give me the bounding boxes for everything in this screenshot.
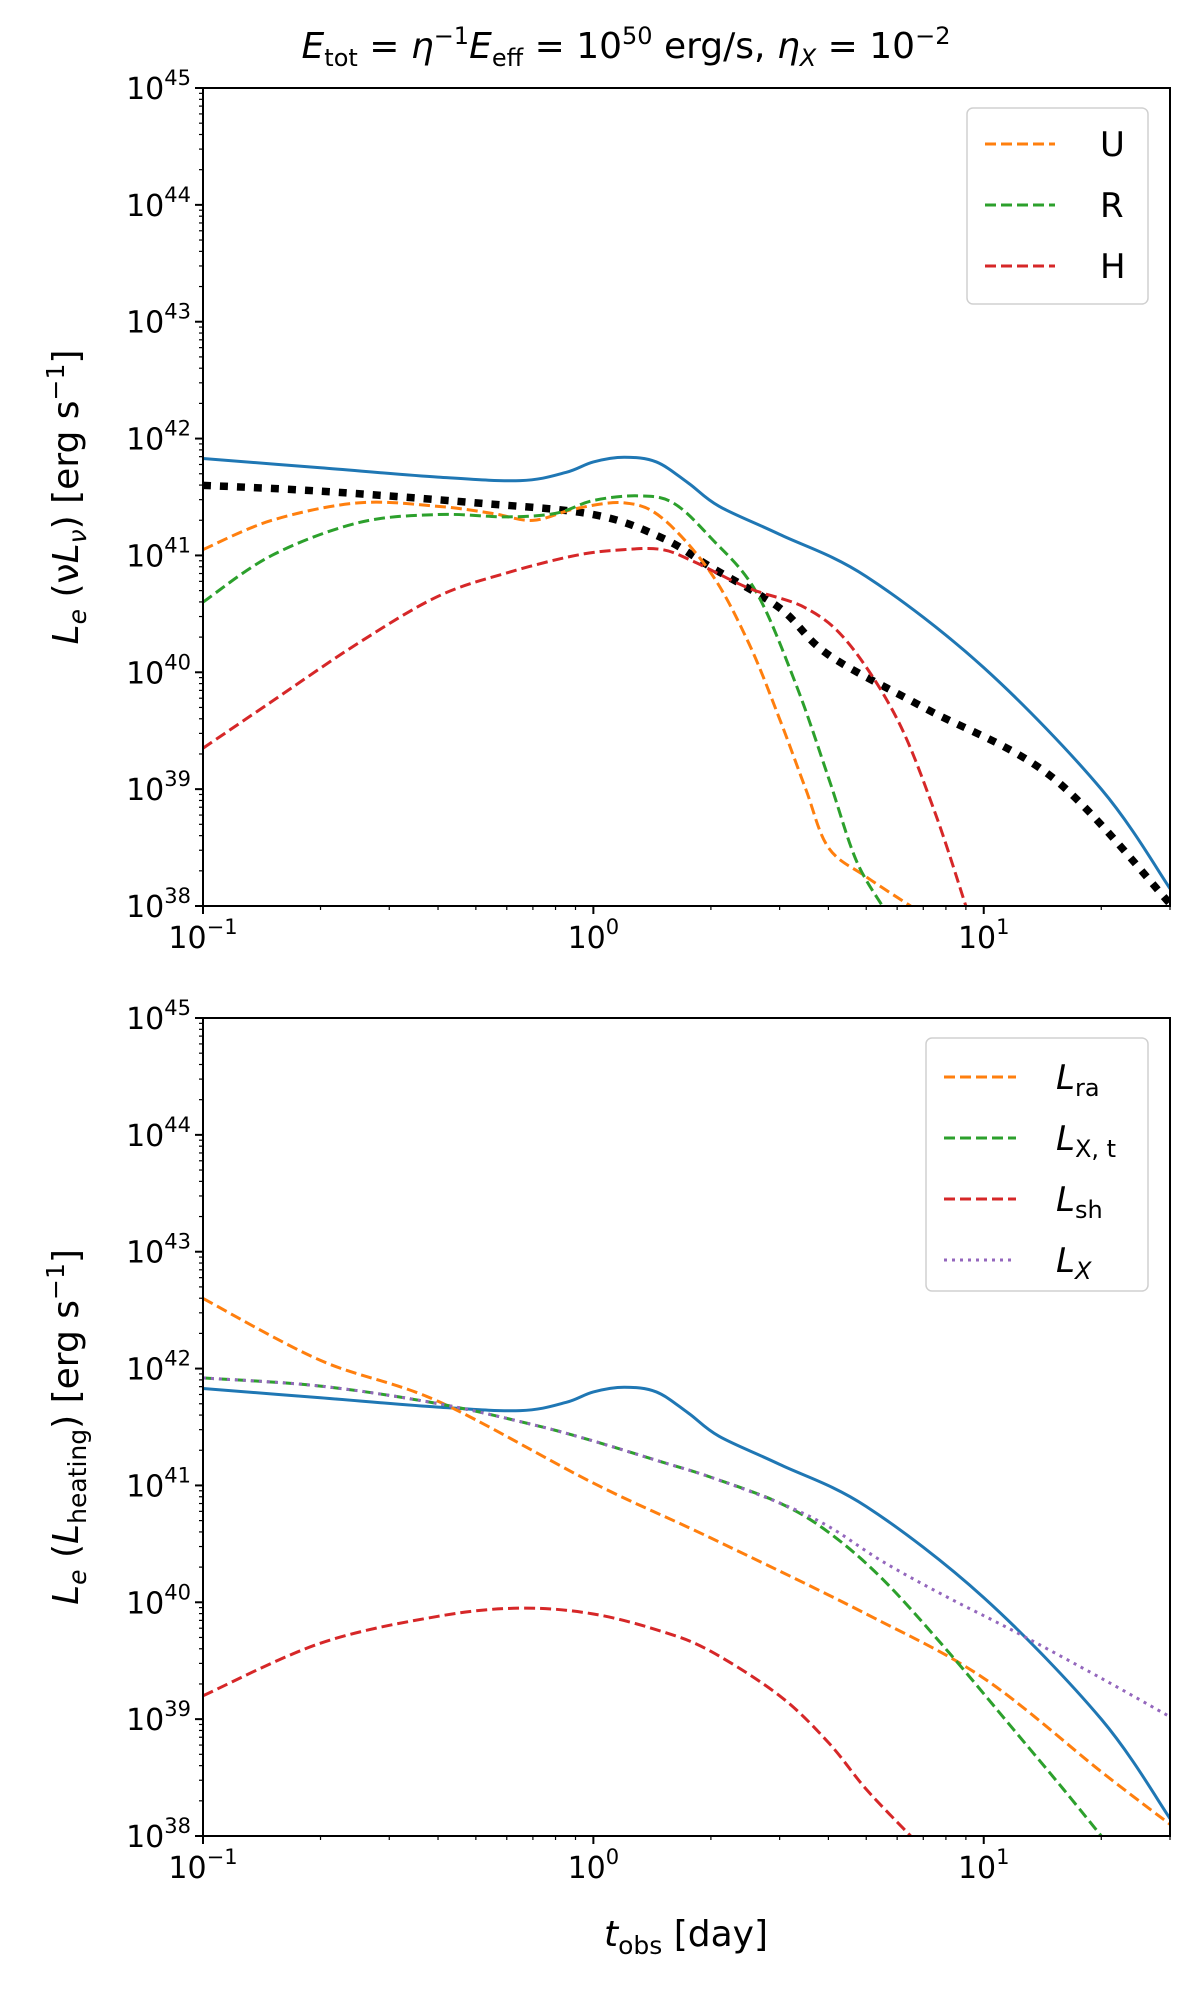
top-plot-frame <box>202 87 1171 907</box>
legend-label-U: U <box>1100 125 1125 165</box>
y-tick-label: 1040 <box>126 650 191 691</box>
legend-label-L-ra: Lra <box>1056 1058 1100 1102</box>
bottom-panel: 1038 1039 1040 1041 1042 1043 1044 1045 10−1 100 1… <box>41 996 1171 1960</box>
legend-label-L-sh: Lsh <box>1056 1180 1103 1224</box>
chart-title: Etot = η−1Eeff = 1050 erg/s, ηX = 10−2 <box>302 22 951 72</box>
series-line-l-x-panel-1 <box>203 1376 1170 1719</box>
y-tick-label: 1043 <box>126 1230 191 1271</box>
x-tick-label: 101 <box>958 1845 1010 1886</box>
top-panel: 1038 1039 1040 1041 1042 1043 1044 1045 10−1 100 1… <box>41 66 1171 956</box>
y-tick-label: 1042 <box>126 417 191 458</box>
series-line-l-sh-panel-1 <box>203 1606 912 1836</box>
series-line-total-panel-0 <box>203 455 1170 890</box>
y-tick-label: 1039 <box>126 767 191 808</box>
y-tick-label: 1043 <box>126 300 191 341</box>
y-tick-label: 1041 <box>126 1463 191 1504</box>
series-line-black-panel-0 <box>203 481 1170 906</box>
y-tick-label: 1045 <box>126 66 191 107</box>
series-line-u-panel-0 <box>203 500 912 906</box>
legend-label-H: H <box>1100 247 1126 287</box>
x-tick-label: 100 <box>568 1845 620 1886</box>
bottom-y-axis-label: Le (Lheating) [erg s−1] <box>41 1249 92 1605</box>
y-tick-label: 1045 <box>126 996 191 1037</box>
y-tick-label: 1039 <box>126 1697 191 1738</box>
bottom-plot-frame <box>202 1017 1171 1837</box>
y-tick-label: 1038 <box>126 1814 191 1855</box>
top-legend: U R H <box>966 107 1149 305</box>
y-tick-label: 1044 <box>126 1113 191 1154</box>
series-line-l-x-t-panel-1 <box>203 1376 1103 1836</box>
bottom-legend: Lra LX, t Lsh LX <box>925 1037 1149 1292</box>
top-legend-box <box>966 107 1149 305</box>
x-axis-label: tobs [day] <box>604 1914 768 1960</box>
y-tick-label: 1038 <box>126 884 191 925</box>
series-line-r-panel-0 <box>203 494 884 906</box>
legend-label-R: R <box>1100 186 1124 226</box>
x-tick-label: 10−1 <box>168 1845 237 1886</box>
top-y-axis-label: Le (νLν) [erg s−1] <box>41 350 92 645</box>
x-tick-label: 10−1 <box>168 915 237 956</box>
y-tick-label: 1042 <box>126 1347 191 1388</box>
legend-label-L-X: LX <box>1056 1241 1092 1285</box>
bottom-legend-box <box>925 1037 1149 1292</box>
series-line-h-panel-0 <box>203 546 968 906</box>
series-line-l-ra-panel-1 <box>203 1297 1170 1826</box>
x-tick-label: 100 <box>568 915 620 956</box>
x-tick-label: 101 <box>958 915 1010 956</box>
y-tick-label: 1040 <box>126 1580 191 1621</box>
y-tick-label: 1044 <box>126 183 191 224</box>
y-tick-label: 1041 <box>126 533 191 574</box>
series-line-total-panel-1 <box>203 1385 1170 1820</box>
legend-label-L-Xt: LX, t <box>1056 1119 1116 1163</box>
